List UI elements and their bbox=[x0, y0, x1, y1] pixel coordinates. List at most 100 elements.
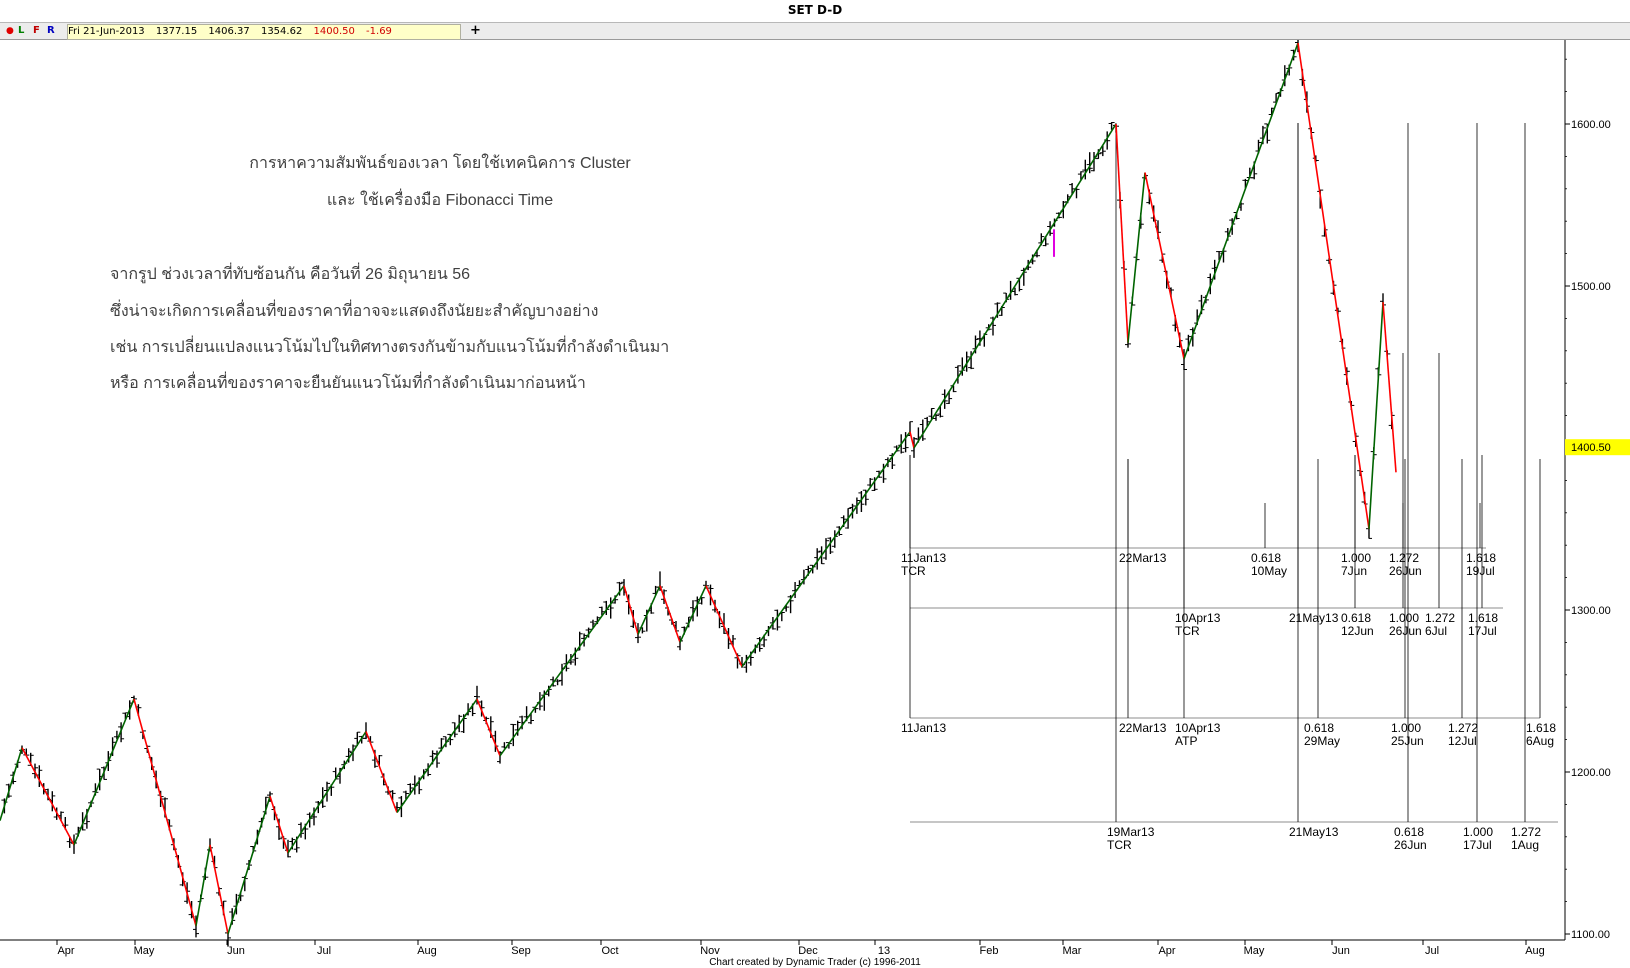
annotation-title-line: และ ใช้เครื่องมือ Fibonacci Time bbox=[327, 188, 553, 209]
swing-line-down bbox=[659, 585, 681, 643]
info-close: 1400.50 bbox=[313, 26, 355, 37]
fib-time-grid bbox=[909, 123, 1558, 823]
swing-line-up bbox=[227, 796, 271, 935]
fib-ratio-label: 1.272 bbox=[1511, 825, 1541, 839]
fib-ratio-label: 0.618 bbox=[1341, 611, 1371, 625]
info-open: 1377.15 bbox=[155, 26, 198, 37]
swing-line-down bbox=[1115, 123, 1129, 343]
annotation-body-line: ซึ่งน่าจะเกิดการเคลื่อนที่ของราคาที่อาจจ… bbox=[110, 299, 598, 320]
fib-anchor-date: 22Mar13 bbox=[1119, 551, 1167, 565]
swing-line-up bbox=[1127, 172, 1146, 343]
swing-lines bbox=[0, 42, 1397, 935]
swing-line-up bbox=[679, 585, 707, 643]
price-axis-label: 1200.00 bbox=[1571, 767, 1611, 779]
swing-line-down bbox=[1382, 302, 1397, 473]
time-axis-label: Nov bbox=[700, 945, 720, 957]
price-axis-label: 1300.00 bbox=[1571, 605, 1611, 617]
plus-icon[interactable]: + bbox=[470, 23, 481, 38]
time-axis-label: Aug bbox=[1525, 945, 1545, 957]
fib-ratio-label: 1.618 bbox=[1526, 721, 1556, 735]
time-axis-label: Dec bbox=[798, 945, 818, 957]
swing-line-up bbox=[1368, 302, 1384, 530]
swing-line-down bbox=[1144, 172, 1185, 360]
fib-ratio-label: 0.618 bbox=[1394, 825, 1424, 839]
time-axis-label: Apr bbox=[1158, 945, 1175, 957]
fib-ratio-label: 1.000 bbox=[1463, 825, 1493, 839]
fib-ratio-label: 0.618 bbox=[1304, 721, 1334, 735]
annotation-body-line: จากรูป ช่วงเวลาที่ทับซ้อนกัน คือวันที่ 2… bbox=[110, 262, 470, 284]
swing-line-down bbox=[623, 585, 639, 635]
record-dot-icon[interactable]: ● bbox=[6, 26, 14, 36]
fib-date-label: 29May bbox=[1304, 734, 1340, 748]
fib-date-label: 17Jul bbox=[1463, 838, 1492, 852]
swing-line-up bbox=[396, 698, 478, 813]
fib-ratio-label: 1.000 bbox=[1341, 551, 1371, 565]
time-axis-label: Mar bbox=[1063, 945, 1082, 957]
fib-anchor-tag: TCR bbox=[901, 564, 926, 578]
time-axis-label: Jun bbox=[1332, 945, 1350, 957]
fib-anchor-date: 19Mar13 bbox=[1107, 825, 1155, 839]
time-axis-label: 13 bbox=[878, 945, 890, 957]
time-axis-label: May bbox=[1244, 945, 1265, 957]
time-axis-label: Apr bbox=[57, 945, 74, 957]
toolbar-button-l[interactable]: L bbox=[18, 25, 25, 36]
swing-line-down bbox=[365, 731, 398, 813]
fib-anchor-date: 10Apr13 bbox=[1175, 721, 1221, 735]
fib-date-label: 10May bbox=[1251, 564, 1287, 578]
time-axis: Apr May Jun Jul Aug Sep Oct Nov Dec 13 Feb Mar Apr Ma… bbox=[0, 939, 1565, 957]
fib-date-label: 1Aug bbox=[1511, 838, 1539, 852]
fib-anchor-date: 21May13 bbox=[1289, 825, 1339, 839]
swing-line-up bbox=[913, 123, 1117, 449]
toolbar-button-f[interactable]: F bbox=[33, 25, 40, 36]
info-high: 1406.37 bbox=[208, 26, 250, 37]
price-axis-label: 1500.00 bbox=[1571, 281, 1611, 293]
fib-ratio-label: 1.618 bbox=[1468, 611, 1498, 625]
annotation-body-line: เช่น การเปลี่ยนแปลงแนวโน้มไปในทิศทางตรงก… bbox=[110, 335, 669, 356]
time-axis-label: Oct bbox=[601, 945, 618, 957]
price-axis-label: 1600.00 bbox=[1571, 119, 1611, 131]
fib-ratio-label: 1.272 bbox=[1425, 611, 1455, 625]
info-date: Fri 21-Jun-2013 bbox=[68, 26, 145, 37]
time-axis-label: Feb bbox=[980, 945, 999, 957]
fib-anchor-tag: TCR bbox=[1107, 838, 1132, 852]
fib-date-label: 19Jul bbox=[1466, 564, 1495, 578]
window-title: SET D-D bbox=[0, 0, 1630, 23]
price-axis: 1100.001200.001300.001400.001500.001600.… bbox=[1564, 40, 1630, 941]
swing-line-up bbox=[1183, 42, 1299, 360]
fib-ratio-label: 0.618 bbox=[1251, 551, 1281, 565]
fib-anchor-date: 11Jan13 bbox=[901, 551, 946, 565]
fib-date-label: 25Jun bbox=[1391, 734, 1424, 748]
fib-date-label: 12Jun bbox=[1341, 624, 1374, 638]
current-price-tag bbox=[1565, 439, 1630, 456]
fib-ratio-label: 1.272 bbox=[1389, 551, 1419, 565]
time-axis-label: Jul bbox=[1425, 945, 1439, 957]
chart-toolbar: ● L F R Fri 21-Jun-2013 1377.15 1406.37 … bbox=[0, 23, 1630, 40]
current-price-label: 1400.50 bbox=[1571, 442, 1611, 454]
fib-date-label: 6Jul bbox=[1425, 624, 1447, 638]
fib-date-label: 17Jul bbox=[1468, 624, 1497, 638]
fib-date-label: 26Jun bbox=[1389, 624, 1422, 638]
annotation-title-line: การหาความสัมพันธ์ของเวลา โดยใช้เทคนิคการ… bbox=[249, 153, 631, 172]
swing-line-up bbox=[195, 844, 211, 927]
time-axis-label: May bbox=[134, 945, 155, 957]
fib-date-label: 12Jul bbox=[1448, 734, 1477, 748]
fib-ratio-label: 1.618 bbox=[1466, 551, 1496, 565]
fib-anchor-tag: ATP bbox=[1175, 734, 1197, 748]
fib-anchor-date: 22Mar13 bbox=[1119, 721, 1167, 735]
chart-credit: Chart created by Dynamic Trader (c) 1996… bbox=[709, 957, 921, 968]
fib-anchor-date: 21May13 bbox=[1289, 611, 1339, 625]
swing-line-down bbox=[476, 698, 501, 757]
fib-anchor-date: 10Apr13 bbox=[1175, 611, 1221, 625]
swing-line-down bbox=[1297, 42, 1370, 530]
swing-line-up bbox=[741, 431, 911, 668]
swing-line-down bbox=[269, 796, 289, 854]
toolbar-button-r[interactable]: R bbox=[47, 25, 55, 36]
fib-date-label: 26Jun bbox=[1394, 838, 1427, 852]
fib-ratio-label: 1.000 bbox=[1391, 721, 1421, 735]
price-axis-label: 1100.00 bbox=[1571, 929, 1610, 941]
annotation-body-line: หรือ การเคลื่อนที่ของราคาจะยืนยันแนวโน้ม… bbox=[110, 371, 586, 392]
price-info-box: Fri 21-Jun-2013 1377.15 1406.37 1354.62 … bbox=[67, 24, 461, 40]
swing-line-down bbox=[21, 747, 75, 846]
